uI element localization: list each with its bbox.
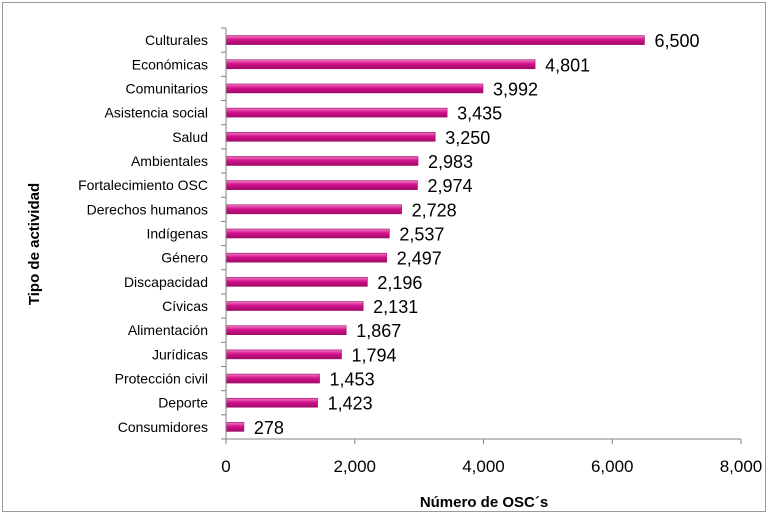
category-label: Jurídicas [152, 346, 208, 362]
bar [225, 59, 536, 70]
data-label: 4,801 [545, 55, 590, 75]
category-label: Deporte [158, 395, 208, 411]
bar [225, 277, 368, 287]
x-tick-label: 8,000 [720, 457, 763, 476]
data-label: 2,196 [377, 273, 422, 293]
category-label: Discapacidad [124, 274, 208, 290]
data-label: 3,435 [457, 104, 502, 124]
data-label: 1,867 [356, 321, 401, 341]
x-axis-title: Número de OSC´s [420, 494, 548, 511]
data-label: 1,794 [351, 345, 396, 365]
data-label: 278 [254, 418, 284, 438]
bar [225, 204, 402, 215]
data-label: 1,423 [328, 394, 373, 414]
category-label: Culturales [145, 32, 208, 48]
data-label: 2,983 [428, 152, 473, 172]
data-label: 2,728 [412, 200, 457, 220]
bar [225, 252, 388, 263]
bar [225, 349, 342, 360]
category-label: Comunitarios [126, 80, 208, 96]
category-label: Ambientales [131, 153, 208, 169]
category-label: Cívicas [162, 298, 208, 314]
category-label: Género [161, 250, 208, 266]
bar [225, 156, 419, 166]
data-label: 2,974 [427, 176, 472, 196]
category-label: Protección civil [115, 371, 208, 387]
bar [225, 228, 390, 239]
category-label: Derechos humanos [87, 201, 208, 217]
data-label: 3,250 [445, 128, 490, 148]
category-label: Consumidores [118, 419, 208, 435]
bar [225, 325, 347, 336]
bar [225, 301, 364, 311]
bar [225, 180, 418, 190]
category-label: Asistencia social [105, 105, 209, 121]
data-label: 2,537 [399, 225, 444, 245]
bar [225, 397, 318, 408]
bar [225, 131, 436, 142]
category-label: Alimentación [128, 322, 208, 338]
data-label: 2,497 [397, 249, 442, 269]
category-label: Indígenas [147, 226, 209, 242]
x-tick-label: 4,000 [462, 457, 505, 476]
category-label: Salud [172, 129, 208, 145]
bar [225, 107, 448, 118]
y-axis-title: Tipo de actividad [26, 183, 43, 305]
data-label: 1,453 [330, 370, 375, 390]
data-label: 6,500 [654, 31, 699, 51]
bar [225, 373, 320, 384]
x-tick-label: 0 [221, 457, 230, 476]
x-tick-label: 6,000 [591, 457, 634, 476]
category-label: Económicas [132, 56, 208, 72]
data-label: 2,131 [373, 297, 418, 317]
axis-layer: 0 2,000 4,000 6,000 8,000 [221, 27, 763, 476]
data-label: 3,992 [493, 79, 538, 99]
x-tick-label: 2,000 [333, 457, 376, 476]
bar [225, 35, 645, 45]
bar [225, 422, 245, 432]
category-label: Fortalecimiento OSC [78, 177, 208, 193]
bars-layer: Culturales 6,500 Económicas 4,801 Comunitari… [78, 31, 699, 438]
bar [225, 83, 484, 94]
